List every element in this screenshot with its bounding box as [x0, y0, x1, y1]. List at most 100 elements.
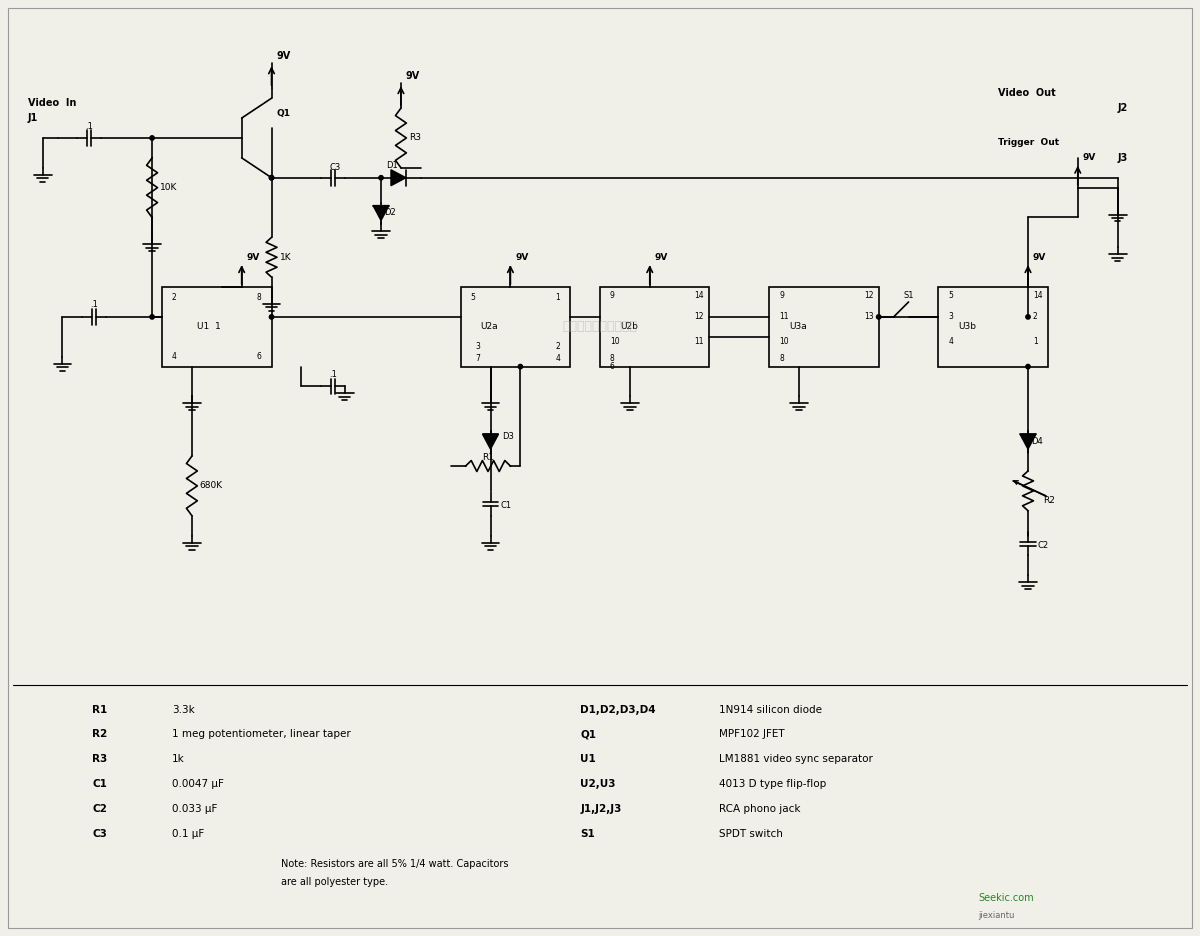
Text: C2: C2 [92, 804, 107, 814]
Text: 4: 4 [172, 352, 176, 361]
Text: 2: 2 [1033, 313, 1038, 321]
Text: C1: C1 [92, 779, 107, 789]
Text: 0.033 μF: 0.033 μF [172, 804, 217, 814]
Polygon shape [1020, 434, 1036, 449]
Text: 9V: 9V [655, 253, 668, 262]
Text: 杭州将智技术有限公司: 杭州将智技术有限公司 [563, 320, 637, 333]
Text: U2b: U2b [620, 322, 637, 331]
Text: U2,U3: U2,U3 [580, 779, 616, 789]
Text: 9V: 9V [247, 253, 260, 262]
Text: 11: 11 [695, 337, 704, 346]
Text: U2a: U2a [480, 322, 498, 331]
Text: Q1: Q1 [276, 109, 290, 118]
Text: C1: C1 [500, 502, 511, 510]
Text: 11: 11 [779, 313, 788, 321]
Text: 6: 6 [610, 362, 614, 371]
Text: 1 meg potentiometer, linear taper: 1 meg potentiometer, linear taper [172, 729, 350, 739]
Text: R1: R1 [92, 705, 108, 714]
Text: Note: Resistors are all 5% 1/4 watt. Capacitors: Note: Resistors are all 5% 1/4 watt. Cap… [282, 858, 509, 869]
Text: 8: 8 [610, 354, 614, 363]
Text: S1: S1 [904, 290, 914, 300]
Text: SPDT switch: SPDT switch [720, 828, 784, 839]
Text: D3: D3 [503, 431, 515, 441]
Text: R2: R2 [1043, 496, 1055, 505]
Bar [461, 287, 570, 367]
Text: U1  1: U1 1 [197, 322, 221, 331]
Text: .1: .1 [90, 300, 98, 310]
Bar [938, 287, 1048, 367]
Text: LM1881 video sync separator: LM1881 video sync separator [720, 754, 874, 765]
Text: D4: D4 [1031, 437, 1043, 446]
Text: 13: 13 [864, 313, 874, 321]
Text: 0.0047 μF: 0.0047 μF [172, 779, 224, 789]
Polygon shape [391, 169, 406, 185]
Circle shape [269, 314, 274, 319]
Text: R1: R1 [482, 453, 494, 461]
Text: are all polyester type.: are all polyester type. [282, 876, 389, 886]
Circle shape [150, 314, 155, 319]
Text: 7: 7 [475, 354, 480, 363]
Text: 9V: 9V [276, 51, 290, 62]
Text: J2: J2 [1117, 103, 1128, 113]
Text: 5: 5 [470, 293, 475, 301]
Text: 0.1 μF: 0.1 μF [172, 828, 204, 839]
Text: 1N914 silicon diode: 1N914 silicon diode [720, 705, 822, 714]
Text: Video  In: Video In [28, 98, 76, 109]
Text: Seekic.com: Seekic.com [978, 894, 1034, 903]
Text: .1: .1 [329, 370, 337, 379]
Text: C3: C3 [329, 163, 341, 172]
Text: D1,D2,D3,D4: D1,D2,D3,D4 [580, 705, 655, 714]
Text: U3a: U3a [790, 322, 806, 331]
Circle shape [379, 176, 383, 180]
Text: 10: 10 [779, 337, 788, 346]
Text: 12: 12 [695, 313, 704, 321]
Text: Trigger  Out: Trigger Out [998, 139, 1060, 148]
Text: 9V: 9V [406, 71, 420, 81]
Text: 12: 12 [864, 290, 874, 300]
Text: 5: 5 [948, 290, 953, 300]
Text: U1: U1 [580, 754, 596, 765]
Text: Video  Out: Video Out [998, 88, 1056, 98]
Text: J1: J1 [28, 113, 38, 124]
Text: 10: 10 [610, 337, 619, 346]
Text: 4: 4 [948, 337, 953, 346]
Text: R3: R3 [409, 134, 421, 142]
Bar [162, 287, 271, 367]
Text: 2: 2 [556, 343, 560, 351]
Text: 14: 14 [1033, 290, 1043, 300]
Polygon shape [373, 206, 389, 221]
Text: 1: 1 [556, 293, 560, 301]
Text: 9V: 9V [515, 253, 529, 262]
Circle shape [876, 314, 881, 319]
Text: 14: 14 [695, 290, 704, 300]
Text: R2: R2 [92, 729, 108, 739]
Text: jiexiantu: jiexiantu [978, 911, 1015, 920]
Text: 9V: 9V [1033, 253, 1046, 262]
Bar [600, 287, 709, 367]
Polygon shape [482, 434, 498, 449]
Text: 1: 1 [1033, 337, 1038, 346]
Text: 2: 2 [172, 293, 176, 301]
Text: D1: D1 [386, 161, 397, 170]
Circle shape [269, 176, 274, 180]
Text: 8: 8 [257, 293, 262, 301]
Text: Q1: Q1 [580, 729, 596, 739]
Text: 4013 D type flip-flop: 4013 D type flip-flop [720, 779, 827, 789]
Text: S1: S1 [580, 828, 595, 839]
Text: 3: 3 [948, 313, 953, 321]
Text: 9: 9 [779, 290, 784, 300]
Text: 1k: 1k [172, 754, 185, 765]
Circle shape [269, 176, 274, 180]
Circle shape [1026, 314, 1030, 319]
Bar [769, 287, 878, 367]
Text: 3.3k: 3.3k [172, 705, 194, 714]
Circle shape [518, 364, 522, 369]
Text: 10K: 10K [160, 183, 178, 192]
Text: 9: 9 [610, 290, 614, 300]
Text: .1: .1 [85, 122, 94, 130]
Text: 8: 8 [779, 354, 784, 363]
Text: 680K: 680K [200, 481, 223, 490]
Text: 3: 3 [475, 343, 480, 351]
Text: C3: C3 [92, 828, 107, 839]
Circle shape [1026, 364, 1030, 369]
